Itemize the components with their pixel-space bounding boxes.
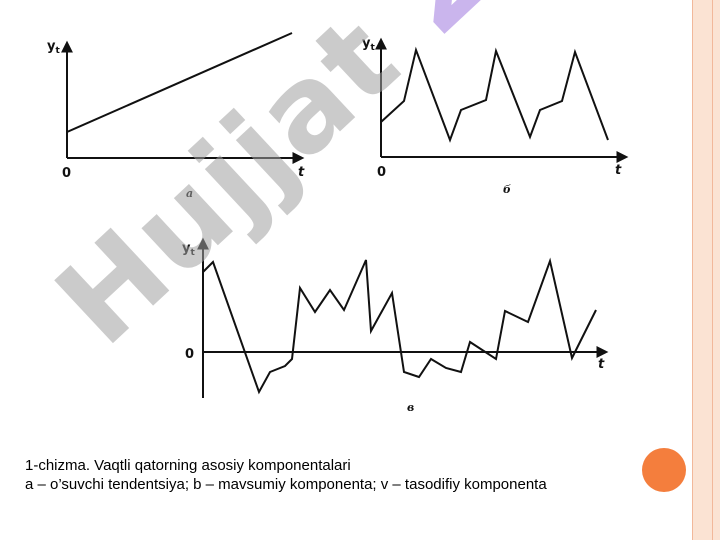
panel-trend: yt 0 t a [47,32,305,200]
panel-a-x-label: t [298,165,305,180]
panel-a-y-label: yt [47,39,60,56]
panel-b-seasonal-line [380,46,609,143]
panel-a-trend-line [66,32,293,133]
panel-b-x-label: t [615,163,622,178]
slide-frame-band [692,0,720,540]
figure-caption-legend: a – o’suvchi tendentsiya; b – mavsumiy k… [25,476,547,493]
panel-c-y-label: yt [182,241,195,258]
slide-frame-line-right [712,0,713,540]
panel-c-random-line [202,257,597,395]
panel-c-x-label: t [598,357,605,372]
panel-c-caption: в [407,401,414,414]
panel-random: yt 0 t в [182,237,609,414]
figure-caption: 1-chizma. Vaqtli qatorning asosiy kompon… [25,456,685,494]
panel-a-caption: a [186,187,193,200]
panel-b-caption: б [503,183,511,196]
panel-seasonal: yt 0 t б [362,36,629,196]
slide-accent-dot [642,448,686,492]
panel-b-origin: 0 [377,165,386,180]
panel-a-origin: 0 [62,166,71,181]
panel-c-origin: 0 [185,347,194,362]
slide-frame-line-left [692,0,693,540]
figure-caption-title: 1-chizma. Vaqtli qatorning asosiy kompon… [25,457,351,474]
panel-b-y-label: yt [362,36,375,53]
